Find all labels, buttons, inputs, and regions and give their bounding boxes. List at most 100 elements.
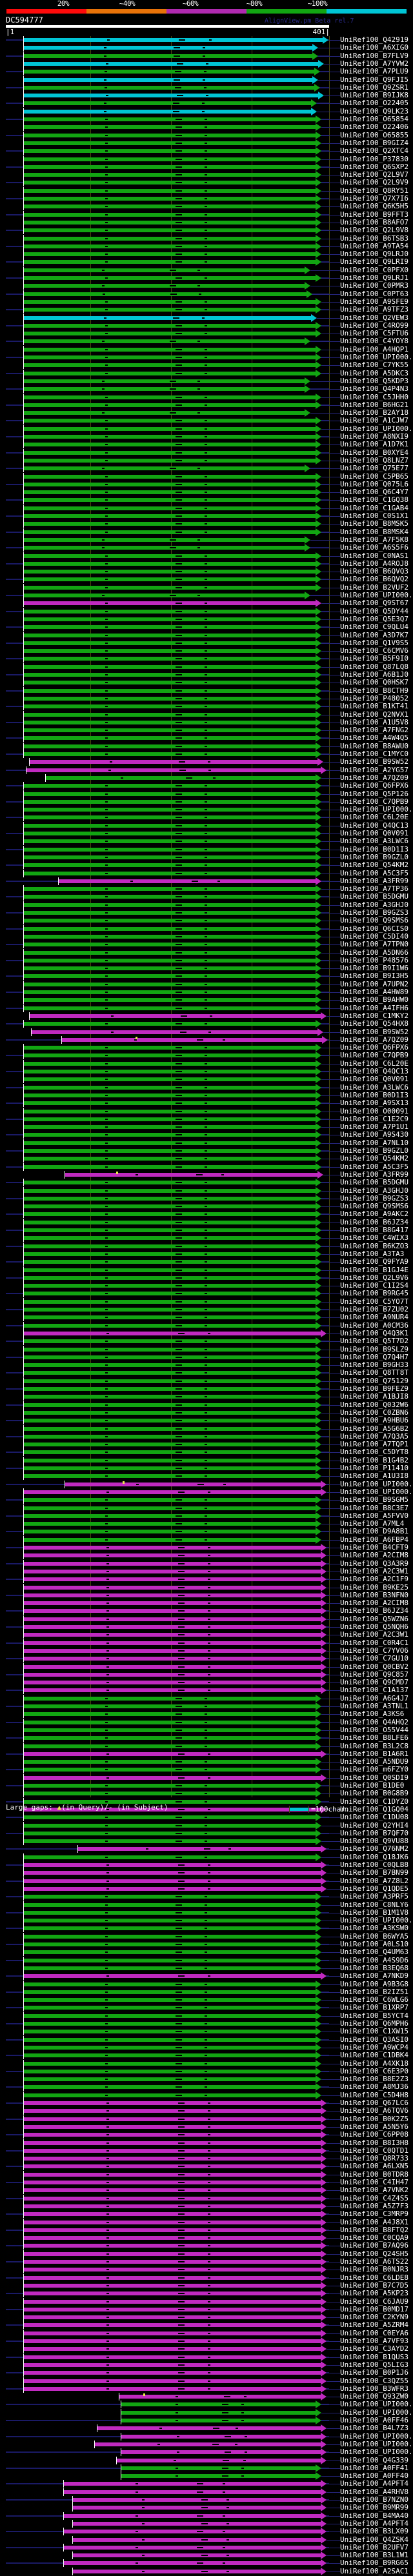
alignment-row[interactable]: UniRef100_Q6SXP2 [0,163,413,172]
hit-label[interactable]: UniRef100_A3TNL1 [340,1702,408,1710]
alignment-row[interactable]: UniRef100_C7GU10 [0,1655,413,1663]
hit-label[interactable]: UniRef100_A3LWC6 [340,1083,408,1092]
hit-label[interactable]: UniRef100_B7ZU02 [340,1305,408,1313]
alignment-row[interactable]: UniRef100_Q5P126 [0,790,413,799]
alignment-row[interactable]: UniRef100_Q8RY51 [0,186,413,195]
hit-label[interactable]: UniRef100_A3KSW0 [340,1924,408,1933]
hsp-bar[interactable] [23,664,316,669]
hsp-bar[interactable] [23,276,316,280]
hit-label[interactable]: UniRef100_B0K2Z5 [340,2114,408,2123]
hit-label[interactable]: UniRef100_A7VF93 [340,2337,408,2345]
alignment-row[interactable]: UniRef100_A4IFH6 [0,1004,413,1013]
hsp-bar[interactable] [23,332,316,336]
alignment-row[interactable]: UniRef100_B4CFT9 [0,1544,413,1552]
hit-label[interactable]: UniRef100_Q6FPX6 [340,781,408,790]
alignment-row[interactable]: UniRef100_B1XRP7 [0,2004,413,2012]
hsp-bar[interactable] [23,77,312,82]
hsp-bar[interactable] [23,1061,316,1066]
hsp-bar[interactable] [23,823,316,828]
hit-label[interactable]: UniRef100_Q9LRJ1 [340,274,408,282]
alignment-row[interactable]: UniRef100_A7TP36 [0,885,413,894]
hit-label[interactable]: UniRef100_Q4QC13 [340,821,408,830]
alignment-row[interactable]: UniRef100_C1E2C9 [0,1115,413,1124]
hsp-bar[interactable] [23,799,316,804]
hit-label[interactable]: UniRef100_B5F9I0 [340,654,408,663]
hit-label[interactable]: UniRef100_A4XK18 [340,2059,408,2068]
hit-label[interactable]: UniRef100_B0G8B9 [340,1789,408,1798]
hit-label[interactable]: UniRef100_C1XW15 [340,2027,408,2036]
hit-label[interactable]: UniRef100_Q9ST67 [340,599,408,608]
hit-label[interactable]: UniRef100_Q54HX8 [340,1019,408,1028]
alignment-row[interactable]: UniRef100_Q0V091 [0,830,413,838]
hit-label[interactable]: UniRef100_B9FFT3 [340,210,408,219]
hit-label[interactable]: UniRef100_A7TPN0 [340,940,408,949]
alignment-row[interactable]: UniRef100_A0CM36 [0,1321,413,1330]
hsp-bar[interactable] [23,315,311,320]
hsp-bar[interactable] [23,2268,321,2272]
hsp-bar[interactable] [23,149,316,154]
hit-label[interactable]: UniRef100_B9GZS3 [340,1193,408,1203]
hsp-bar[interactable] [23,141,316,145]
alignment-row[interactable]: UniRef100_A1U3I8 [0,1472,413,1481]
hit-label[interactable]: UniRef100_C1GAB4 [340,503,408,512]
alignment-row[interactable]: UniRef100_B8CTH9 [0,686,413,695]
hit-label[interactable]: UniRef100_B9RG65 [340,2559,408,2568]
hit-label[interactable]: UniRef100_A9NUR4 [340,1313,408,1322]
hsp-bar[interactable] [23,1657,321,1661]
alignment-row[interactable]: UniRef100_C7QPB9 [0,797,413,806]
hit-label[interactable]: UniRef100_Q6FPX6 [340,1043,408,1052]
hit-label[interactable]: UniRef100_Q9FYA9 [340,1257,408,1266]
alignment-row[interactable]: UniRef100_Q5T7D2 [0,1337,413,1346]
alignment-row[interactable]: UniRef100_O65854 [0,115,413,124]
hit-label[interactable]: UniRef100_A7P1U1 [340,1123,408,1132]
alignment-row[interactable]: UniRef100_A4XK18 [0,2059,413,2068]
hit-label[interactable]: UniRef100_A0FF46 [340,2416,408,2424]
alignment-row[interactable]: UniRef100_P48052 [0,694,413,703]
hit-label[interactable]: UniRef100_Q9ZSR1 [340,83,408,92]
hit-label[interactable]: UniRef100_Q5DY44 [340,606,408,615]
alignment-row[interactable]: UniRef100_Q0HSK7 [0,679,413,687]
hit-label[interactable]: UniRef100_UPI000.. [340,1487,413,1496]
hit-label[interactable]: UniRef100_C0S1X1 [340,512,408,520]
hit-label[interactable]: UniRef100_A0CM36 [340,1321,408,1330]
alignment-row[interactable]: UniRef100_B3WFR3 [0,2384,413,2393]
alignment-row[interactable]: UniRef100_B3LX09 [0,2528,413,2536]
hsp-bar[interactable] [23,1617,321,1621]
alignment-row[interactable]: UniRef100_A5DN66 [0,948,413,957]
hit-label[interactable]: UniRef100_C5JHH0 [340,392,408,401]
hit-label[interactable]: UniRef100_B8FTQ2 [340,2225,408,2234]
hsp-bar[interactable] [58,879,316,883]
alignment-row[interactable]: UniRef100_Q18JK6 [0,1853,413,1862]
alignment-row[interactable]: UniRef100_B8AWU0 [0,742,413,751]
hsp-bar[interactable] [23,1625,321,1629]
hsp-bar[interactable] [23,1109,316,1113]
hit-label[interactable]: UniRef100_B9GIZ4 [340,138,408,147]
hsp-bar[interactable] [23,2275,321,2280]
alignment-row[interactable]: UniRef100_A4HQP1 [0,345,413,354]
hit-label[interactable]: UniRef100_B9IJK8 [340,91,408,100]
alignment-row[interactable]: UniRef100_B9GZS3 [0,909,413,917]
hsp-bar[interactable] [23,220,316,225]
hsp-bar[interactable] [23,2181,321,2184]
hit-label[interactable]: UniRef100_UPI000.. [340,1479,413,1488]
hit-label[interactable]: UniRef100_Q5LIG3 [340,2360,408,2369]
alignment-row[interactable]: UniRef100_B5YCT4 [0,2012,413,2021]
alignment-row[interactable]: UniRef100_Q54KM2 [0,1155,413,1163]
hsp-bar[interactable] [23,1228,316,1232]
hit-label[interactable]: UniRef100_A1BJI8 [340,1392,408,1401]
alignment-row[interactable]: UniRef100_Q1GQ04 [0,1805,413,1814]
alignment-row[interactable]: UniRef100_C0S1X1 [0,512,413,521]
hit-label[interactable]: UniRef100_C7GU10 [340,1654,408,1663]
hsp-bar[interactable] [23,728,316,733]
alignment-row[interactable]: UniRef100_B9RG65 [0,2559,413,2568]
hsp-bar[interactable] [72,2553,321,2558]
hsp-bar[interactable] [23,1466,316,1470]
alignment-row[interactable]: UniRef100_B9FFT3 [0,210,413,219]
hsp-bar[interactable] [23,1728,316,1732]
hit-label[interactable]: UniRef100_Q24SH5 [340,2249,408,2258]
hit-label[interactable]: UniRef100_A9TA54 [340,241,408,250]
hit-label[interactable]: UniRef100_C0PMR3 [340,281,408,290]
hit-label[interactable]: UniRef100_C7YK55 [340,361,408,370]
alignment-row[interactable]: UniRef100_A5G6B2 [0,1424,413,1433]
hit-label[interactable]: UniRef100_A6TQV6 [340,2106,408,2115]
